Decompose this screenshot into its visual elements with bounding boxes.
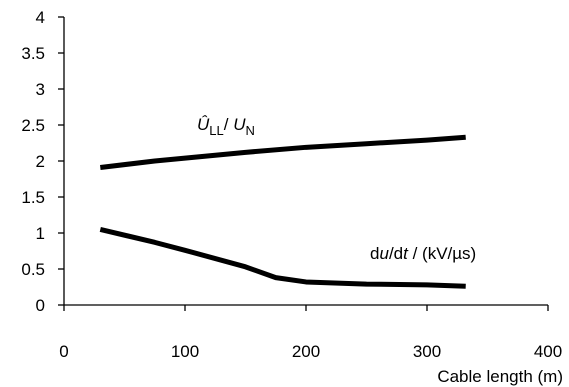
x-tick-label: 100 [171, 342, 199, 361]
x-tick-label: 200 [292, 342, 320, 361]
x-ticks: 0 100 200 300 400 [59, 305, 562, 361]
series-label-dudt: du/dt / (kV/µs) [370, 244, 476, 263]
y-ticks: 0 0.5 1 1.5 2 2.5 3 3.5 4 [21, 8, 64, 315]
dudt-part-t: t [403, 244, 409, 263]
voltage-separator: / [224, 115, 233, 134]
x-tick-label: 300 [413, 342, 441, 361]
y-tick-label: 3 [36, 80, 45, 99]
y-tick-label: 0 [36, 296, 45, 315]
y-tick-label: 4 [36, 8, 45, 27]
series-line-dudt [99, 226, 466, 289]
y-tick-label: 2 [36, 152, 45, 171]
series-line-voltage-ratio [100, 134, 466, 170]
series-label-voltage: ÛLL/ UN [197, 115, 255, 138]
x-axis-title: Cable length (m) [437, 367, 563, 386]
dudt-part-d: d [370, 244, 379, 263]
voltage-subscript: LL [209, 123, 223, 138]
y-tick-label: 1.5 [21, 188, 45, 207]
y-tick-label: 0.5 [21, 260, 45, 279]
x-tick-label: 400 [534, 342, 562, 361]
x-tick-label: 0 [59, 342, 68, 361]
nominal-voltage-symbol: U [233, 115, 246, 134]
dudt-part-u: u [379, 244, 389, 263]
voltage-symbol: Û [197, 115, 210, 134]
nominal-voltage-subscript: N [245, 123, 254, 138]
y-tick-label: 1 [36, 224, 45, 243]
series-group [99, 134, 466, 289]
dudt-part-unit: / (kV/µs) [408, 244, 476, 263]
y-tick-label: 3.5 [21, 44, 45, 63]
y-tick-label: 2.5 [21, 116, 45, 135]
dudt-part-slash-d: /d [389, 244, 403, 263]
